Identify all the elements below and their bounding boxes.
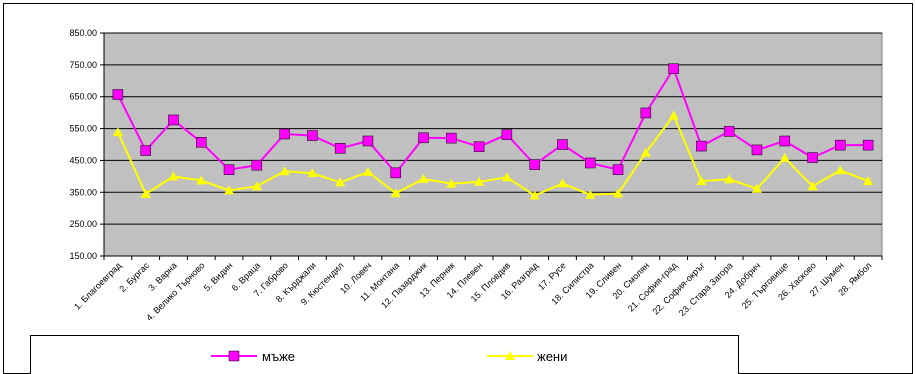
data-point bbox=[168, 114, 179, 126]
data-point bbox=[140, 145, 151, 156]
plot-area bbox=[103, 32, 883, 257]
legend-label-men: мъже bbox=[262, 349, 295, 364]
legend: мъже жени bbox=[30, 335, 739, 374]
data-point bbox=[557, 178, 568, 188]
data-point bbox=[724, 174, 735, 184]
y-tick-label: 250.00 bbox=[69, 219, 97, 229]
data-point bbox=[362, 135, 374, 147]
data-point bbox=[223, 164, 235, 175]
y-tick-label: 750.00 bbox=[69, 60, 97, 70]
data-point bbox=[807, 181, 818, 191]
data-point bbox=[640, 147, 651, 157]
data-point bbox=[307, 168, 318, 178]
series-layer bbox=[112, 63, 874, 200]
data-point bbox=[112, 89, 124, 100]
data-point bbox=[835, 139, 846, 151]
data-point bbox=[668, 63, 679, 74]
data-point bbox=[696, 140, 707, 152]
data-point bbox=[862, 139, 874, 151]
y-tick-label: 550.00 bbox=[69, 124, 97, 134]
data-point bbox=[557, 139, 568, 150]
data-point bbox=[585, 157, 596, 169]
data-point bbox=[474, 176, 485, 186]
data-point bbox=[863, 176, 874, 186]
legend-label-women: жени bbox=[537, 349, 567, 364]
data-point bbox=[473, 141, 485, 152]
y-tick-label: 350.00 bbox=[69, 187, 97, 197]
data-point bbox=[362, 166, 373, 176]
y-axis: 150.00 250.00 350.00 450.00 550.00 650.00 750.… bbox=[69, 28, 105, 261]
data-point bbox=[751, 144, 763, 156]
y-tick-label: 150.00 bbox=[69, 251, 97, 261]
data-point bbox=[112, 127, 123, 137]
data-point bbox=[279, 128, 290, 140]
legend-box bbox=[30, 335, 739, 374]
data-point bbox=[613, 188, 624, 198]
data-point bbox=[501, 129, 513, 140]
data-point bbox=[779, 135, 790, 147]
data-point bbox=[529, 190, 540, 200]
data-point bbox=[585, 189, 596, 199]
data-point bbox=[751, 183, 762, 193]
data-point bbox=[779, 152, 790, 162]
y-tick-label: 850.00 bbox=[69, 28, 97, 38]
data-point bbox=[835, 165, 846, 175]
data-point bbox=[668, 110, 679, 120]
data-point bbox=[334, 143, 346, 154]
data-point bbox=[807, 152, 818, 163]
data-point bbox=[501, 172, 512, 182]
data-point bbox=[140, 188, 151, 198]
legend-marker-women bbox=[505, 351, 515, 360]
data-point bbox=[168, 171, 179, 181]
series-line-1 bbox=[116, 114, 869, 197]
data-point bbox=[696, 176, 707, 186]
data-point bbox=[529, 159, 540, 170]
data-point bbox=[446, 132, 457, 144]
y-tick-label: 650.00 bbox=[69, 92, 97, 102]
data-point bbox=[418, 173, 429, 183]
data-point bbox=[251, 181, 262, 191]
data-point bbox=[335, 177, 346, 187]
legend-marker-men bbox=[228, 350, 240, 362]
data-point bbox=[251, 159, 263, 171]
data-point bbox=[224, 185, 235, 195]
data-point bbox=[279, 166, 290, 176]
data-point bbox=[390, 167, 401, 179]
series-line-0 bbox=[117, 67, 869, 174]
data-point bbox=[723, 126, 735, 137]
data-point bbox=[446, 178, 457, 188]
data-point bbox=[196, 137, 207, 148]
y-tick-label: 450.00 bbox=[69, 155, 97, 165]
data-point bbox=[640, 107, 652, 119]
data-point bbox=[612, 164, 624, 175]
data-point bbox=[196, 175, 207, 185]
data-point bbox=[307, 130, 318, 141]
data-point bbox=[390, 188, 401, 198]
data-point bbox=[418, 132, 429, 144]
